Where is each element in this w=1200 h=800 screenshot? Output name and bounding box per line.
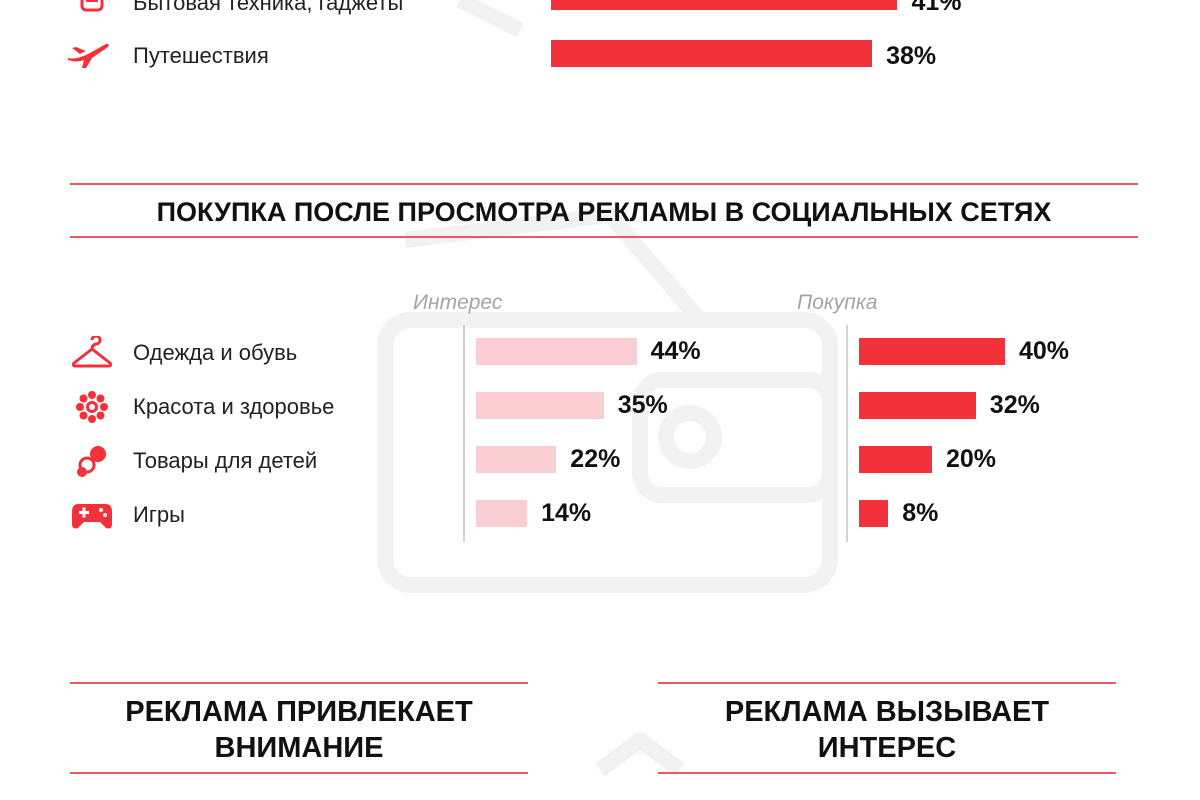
chart-row: Одежда и обувь bbox=[0, 336, 460, 372]
right-block-title: РЕКЛАМА ВЫЗЫВАЕТ ИНТЕРЕС bbox=[658, 694, 1116, 766]
section-divider-top bbox=[70, 183, 1138, 185]
interest-value-label: 35% bbox=[617, 391, 668, 419]
section-divider-bottom bbox=[70, 236, 1138, 238]
category-label: Путешествия bbox=[133, 43, 269, 68]
category-label: Одежда и обувь bbox=[133, 340, 298, 365]
category-label: Бытовая техника, гаджеты bbox=[133, 0, 404, 15]
right-title-line-1: РЕКЛАМА ВЫЗЫВАЕТ bbox=[724, 696, 1050, 728]
purchase-value-label: 20% bbox=[946, 445, 997, 473]
hanger-icon bbox=[71, 336, 113, 368]
purchase-bar bbox=[859, 446, 932, 473]
left-divider-top bbox=[70, 682, 528, 684]
chart-row: Игры bbox=[0, 498, 460, 534]
interest-value-label: 22% bbox=[570, 445, 621, 473]
airplane-icon bbox=[68, 43, 109, 68]
left-divider-bottom bbox=[70, 772, 528, 774]
purchase-column-header: Покупка bbox=[797, 291, 878, 314]
interest-bar bbox=[476, 500, 528, 527]
purchase-bar bbox=[859, 338, 1005, 365]
pacifier-icon bbox=[77, 446, 106, 477]
left-title-line-1: РЕКЛАМА ПРИВЛЕКАЕТ bbox=[125, 696, 473, 728]
category-label: Игры bbox=[133, 502, 185, 527]
interest-bar bbox=[476, 338, 637, 365]
interest-column-header: Интерес bbox=[413, 291, 503, 314]
chart-row: Красота и здоровье bbox=[0, 390, 460, 426]
bar-value-label: 38% bbox=[886, 42, 937, 70]
interest-axis bbox=[463, 325, 465, 542]
top-row: Бытовая техника, гаджеты 41% bbox=[0, 0, 1200, 20]
left-title-line-2: ВНИМАНИЕ bbox=[214, 732, 384, 764]
right-divider-bottom bbox=[658, 772, 1116, 774]
left-block-title: РЕКЛАМА ПРИВЛЕКАЕТ ВНИМАНИЕ bbox=[70, 694, 528, 766]
gamepad-icon bbox=[72, 504, 112, 529]
interest-bar bbox=[476, 392, 604, 419]
top-bar-0 bbox=[551, 0, 898, 10]
chart-title: ПОКУПКА ПОСЛЕ ПРОСМОТРА РЕКЛАМЫ В СОЦИАЛ… bbox=[156, 197, 1052, 227]
top-bar-1 bbox=[551, 40, 873, 67]
top-row: Путешествия 38% bbox=[0, 36, 1200, 76]
chart-row: Товары для детей bbox=[0, 444, 460, 480]
smartphone-icon bbox=[80, 0, 104, 12]
purchase-value-label: 32% bbox=[989, 391, 1040, 419]
category-label: Товары для детей bbox=[133, 448, 318, 473]
purchase-bar bbox=[859, 500, 889, 527]
purchase-bar bbox=[859, 392, 976, 419]
right-title-line-2: ИНТЕРЕС bbox=[817, 732, 957, 764]
category-label: Красота и здоровье bbox=[133, 394, 335, 419]
purchase-value-label: 8% bbox=[902, 499, 939, 527]
right-divider-top bbox=[658, 682, 1116, 684]
interest-value-label: 44% bbox=[650, 337, 701, 365]
interest-value-label: 14% bbox=[541, 499, 592, 527]
purchase-axis bbox=[846, 325, 848, 542]
interest-bar bbox=[476, 446, 557, 473]
flower-icon bbox=[76, 391, 108, 423]
purchase-value-label: 40% bbox=[1019, 337, 1070, 365]
bar-value-label: 41% bbox=[911, 0, 962, 16]
